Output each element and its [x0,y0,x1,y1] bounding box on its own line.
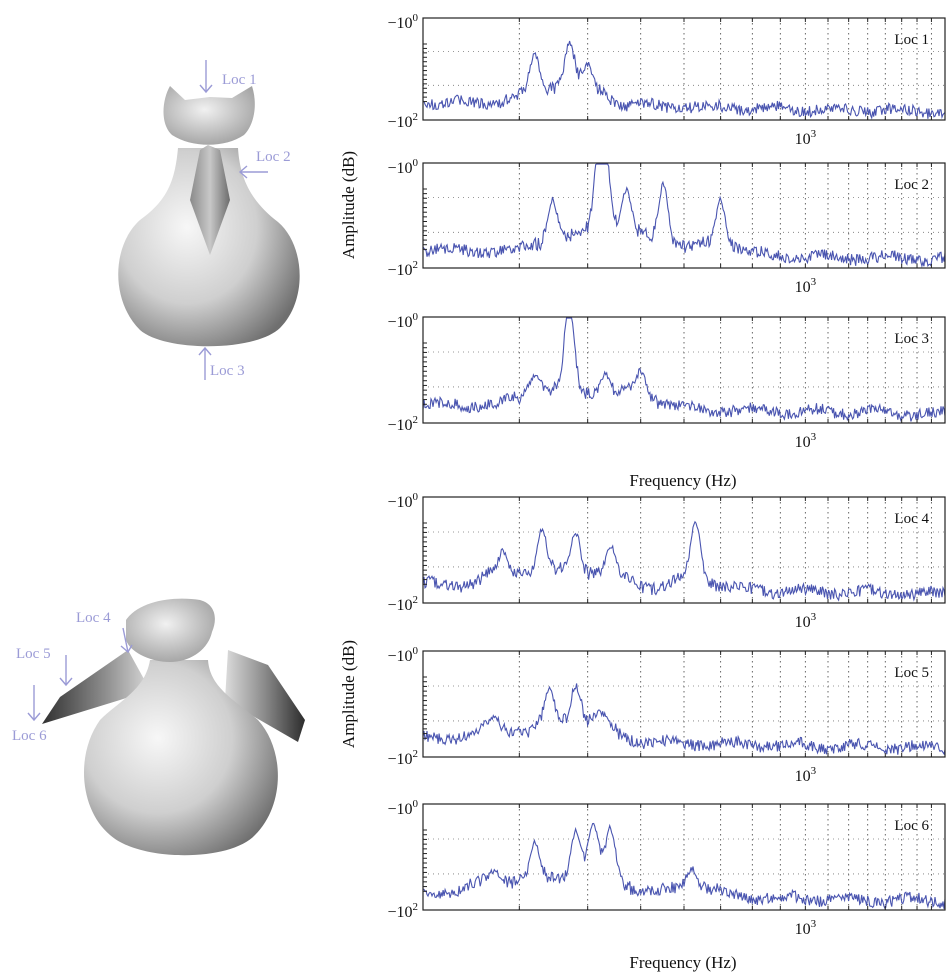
y-tick-label-top: −100 [387,645,418,665]
shape-top-head [163,86,255,145]
panel-2: −100 −102 103 Loc 2 [387,157,946,296]
panel-label-2: Loc 2 [894,177,929,193]
top-ylabel: Amplitude (dB) [339,151,358,259]
y-tick-label-top: −100 [387,491,418,511]
y-tick-label-bottom: −102 [387,414,418,434]
top-annotations [198,60,268,380]
spectrum-panels: −100 −102 103 Loc 1 −100 −102 103 Loc 2 −100 −102… [387,12,946,938]
shape-bottom-illustration [42,598,305,856]
shape-bottom-right-wing [225,650,305,742]
bottom-annotations [27,627,133,722]
x-tick-label: 103 [795,276,817,296]
x-tick-label: 103 [795,611,817,631]
x-tick-label: 103 [795,918,817,938]
trace-line [422,683,946,756]
x-tick-label: 103 [795,765,817,785]
shape-bottom-head [126,598,215,662]
y-tick-label-top: −100 [387,311,418,331]
shape-label-loc3: Loc 3 [210,363,245,379]
panel-5: −100 −102 103 Loc 5 [387,645,946,785]
trace-line [422,822,946,909]
panel-label-1: Loc 1 [894,32,929,48]
y-tick-label-bottom: −102 [387,111,418,131]
panel-label-4: Loc 4 [894,511,929,527]
panel-label-5: Loc 5 [894,665,929,681]
panel-4: −100 −102 103 Loc 4 [387,491,946,631]
trace-line [422,317,946,422]
shape-label-loc1: Loc 1 [222,72,257,88]
panel-3: −100 −102 103 Loc 3 [387,311,946,451]
shape-bottom-body [83,660,278,856]
shape-top-illustration [118,86,300,347]
bottom-ylabel: Amplitude (dB) [339,640,358,748]
shape-label-loc4: Loc 4 [76,610,111,626]
shape-bottom-left-wing [42,650,150,724]
y-tick-label-bottom: −102 [387,594,418,614]
y-tick-label-bottom: −102 [387,748,418,768]
shape-label-loc6: Loc 6 [12,728,47,744]
trace-line [422,40,946,120]
panel-label-3: Loc 3 [894,331,929,347]
trace-line [422,520,946,602]
bottom-xlabel: Frequency (Hz) [629,953,736,972]
x-tick-label: 103 [795,128,817,148]
y-tick-label-top: −100 [387,12,418,32]
panel-label-6: Loc 6 [894,818,929,834]
top-xlabel: Frequency (Hz) [629,471,736,490]
shape-label-loc5: Loc 5 [16,646,51,662]
panel-1: −100 −102 103 Loc 1 [387,12,946,148]
x-tick-label: 103 [795,431,817,451]
y-tick-label-top: −100 [387,157,418,177]
panel-6: −100 −102 103 Loc 6 [387,798,946,938]
shape-top-slit [190,145,230,255]
y-tick-label-top: −100 [387,798,418,818]
trace-line [422,163,946,268]
y-tick-label-bottom: −102 [387,259,418,279]
y-tick-label-bottom: −102 [387,901,418,921]
shape-label-loc2: Loc 2 [256,149,291,165]
